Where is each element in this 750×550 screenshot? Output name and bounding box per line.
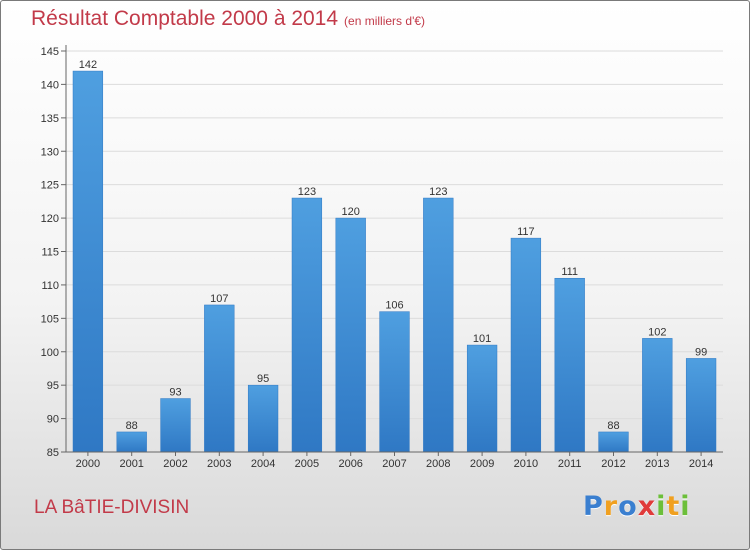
y-tick-label: 120 bbox=[41, 213, 59, 225]
bar bbox=[247, 384, 279, 453]
bar bbox=[598, 431, 629, 453]
logo-letter: i bbox=[680, 491, 691, 522]
x-tick-label: 2002 bbox=[163, 458, 187, 470]
y-tick-label: 135 bbox=[41, 113, 59, 125]
chart-subtitle: (en milliers d'€) bbox=[344, 14, 426, 28]
y-tick-label: 95 bbox=[47, 380, 59, 392]
data-label: 102 bbox=[648, 326, 666, 338]
x-tick-label: 2013 bbox=[645, 458, 669, 470]
data-label: 106 bbox=[385, 300, 403, 312]
x-tick-label: 2014 bbox=[689, 458, 713, 470]
bar bbox=[510, 237, 542, 453]
x-tick-label: 2005 bbox=[295, 458, 319, 470]
data-label: 107 bbox=[210, 293, 228, 305]
data-label: 99 bbox=[695, 346, 707, 358]
y-tick-label: 130 bbox=[41, 146, 59, 158]
x-tick-label: 2004 bbox=[251, 458, 275, 470]
logo-letter: P bbox=[583, 491, 604, 522]
bar bbox=[116, 431, 147, 453]
x-tick-label: 2007 bbox=[382, 458, 406, 470]
data-label: 123 bbox=[298, 186, 316, 198]
bar bbox=[160, 398, 191, 453]
x-tick-label: 2003 bbox=[207, 458, 231, 470]
bar bbox=[204, 304, 235, 453]
bar bbox=[554, 277, 585, 453]
x-tick-label: 2001 bbox=[119, 458, 143, 470]
chart-title-text: Résultat Comptable 2000 à 2014 bbox=[31, 7, 339, 30]
logo-letter: o bbox=[618, 491, 638, 522]
data-label: 117 bbox=[517, 226, 535, 238]
x-tick-label: 2000 bbox=[76, 458, 100, 470]
x-tick-label: 2009 bbox=[470, 458, 494, 470]
bar bbox=[642, 338, 673, 453]
bar bbox=[685, 358, 717, 453]
y-tick-label: 110 bbox=[41, 280, 59, 292]
bar bbox=[335, 217, 366, 453]
logo-letter: t bbox=[666, 491, 681, 522]
bar bbox=[466, 344, 498, 453]
data-label: 101 bbox=[473, 333, 491, 345]
bars: 142 88 93 107 95 123 120 106 123 101 117 111 88 102 99 bbox=[72, 59, 717, 453]
y-tick-label: 105 bbox=[41, 313, 59, 325]
y-tick-label: 90 bbox=[47, 414, 59, 426]
x-tick-label: 2010 bbox=[514, 458, 538, 470]
y-tick-label: 100 bbox=[41, 347, 59, 359]
commune-name: LA BâTIE-DIVISIN bbox=[34, 497, 190, 518]
y-tick-label: 145 bbox=[41, 46, 59, 58]
logo-letter: r bbox=[603, 491, 619, 522]
x-tick-label: 2011 bbox=[558, 458, 582, 470]
bar bbox=[379, 311, 410, 453]
data-label: 120 bbox=[342, 206, 360, 218]
data-label: 88 bbox=[607, 420, 619, 432]
y-tick-label: 125 bbox=[41, 180, 59, 192]
data-label: 123 bbox=[429, 186, 447, 198]
bar bbox=[72, 70, 104, 453]
data-label: 142 bbox=[79, 59, 97, 71]
data-label: 88 bbox=[126, 420, 138, 432]
data-label: 93 bbox=[169, 387, 181, 399]
logo-letter: x bbox=[637, 491, 657, 522]
logo-letter: i bbox=[656, 491, 667, 522]
y-tick-label: 85 bbox=[47, 447, 59, 459]
chart-title: Résultat Comptable 2000 à 2014 (en millie… bbox=[31, 7, 425, 31]
data-label: 111 bbox=[561, 266, 578, 278]
x-tick-label: 2008 bbox=[426, 458, 450, 470]
axes: 85 90 95 100 105 110 115 120 125 130 135 140 145 2000… bbox=[41, 45, 723, 470]
x-tick-label: 2006 bbox=[338, 458, 362, 470]
x-tick-label: 2012 bbox=[601, 458, 625, 470]
y-tick-label: 140 bbox=[41, 79, 59, 91]
bar bbox=[423, 197, 454, 453]
y-tick-label: 115 bbox=[41, 247, 59, 259]
bar bbox=[291, 197, 323, 453]
proxiti-logo: Proxiti bbox=[583, 491, 691, 522]
data-label: 95 bbox=[257, 373, 269, 385]
